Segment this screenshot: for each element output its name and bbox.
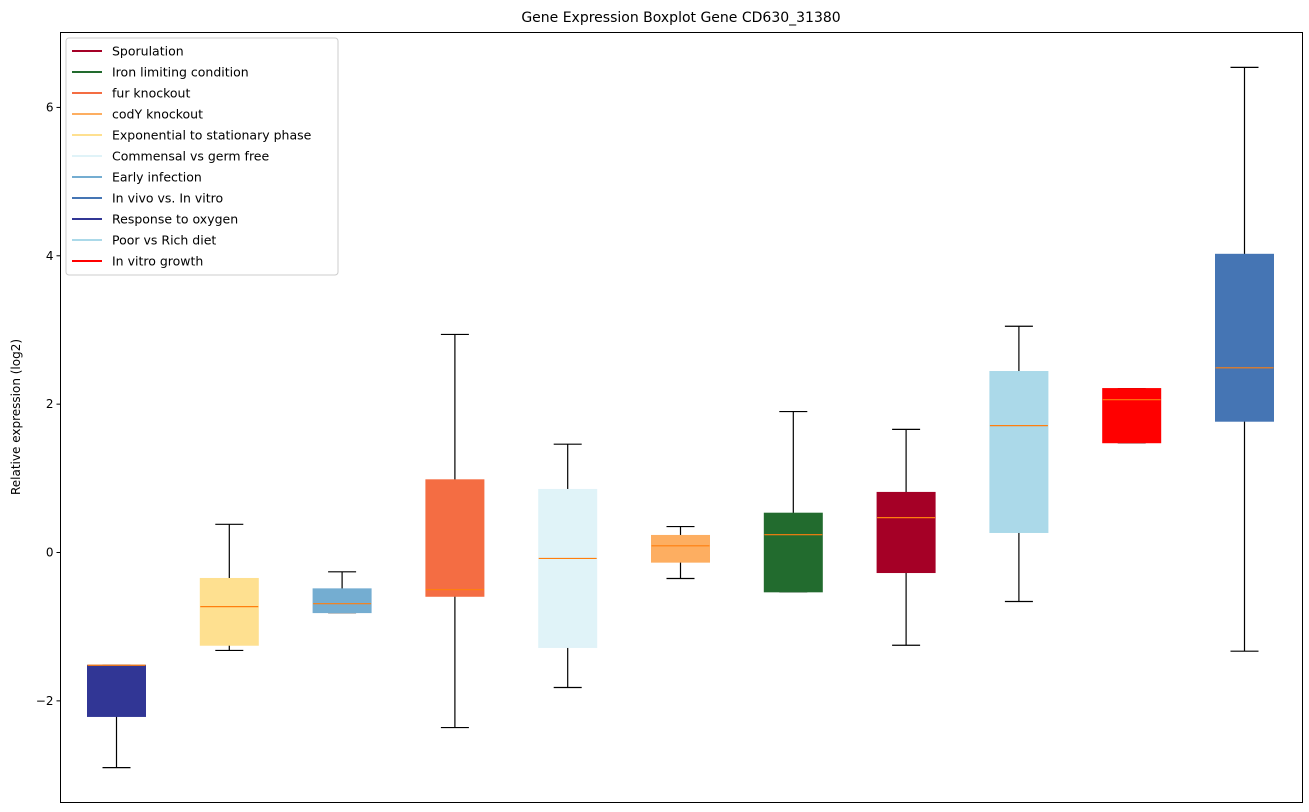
- y-axis-ticks: −2 0 2 4 6: [36, 100, 61, 708]
- box-body: [1102, 388, 1162, 444]
- y-tick-label: 0: [46, 546, 54, 560]
- legend-label: Sporulation: [112, 44, 184, 59]
- box-body: [763, 512, 823, 593]
- legend-label: Iron limiting condition: [112, 65, 249, 80]
- box-iron-limiting-condition: [763, 410, 823, 593]
- box-body: [651, 534, 710, 563]
- box-body: [876, 491, 936, 574]
- y-tick-label: 2: [46, 397, 54, 411]
- legend-label: Early infection: [112, 170, 202, 185]
- box-cody-knockout: [651, 525, 710, 580]
- legend-item: Early infection: [72, 170, 202, 185]
- box-body: [87, 664, 146, 717]
- box-body: [199, 577, 259, 646]
- box-body: [312, 588, 372, 614]
- y-axis-label: Relative expression (log2): [9, 339, 23, 495]
- legend-item: Sporulation: [72, 44, 184, 59]
- box-early-infection: [312, 571, 372, 614]
- box-fur-knockout: [425, 333, 485, 729]
- legend-frame: [65, 37, 339, 276]
- legend-label: fur knockout: [112, 86, 190, 101]
- chart-title: Gene Expression Boxplot Gene CD630_31380: [521, 10, 840, 26]
- box-commensal-vs-germ-free: [538, 443, 598, 689]
- legend: Sporulation Iron limiting condition fur kn…: [65, 37, 339, 276]
- legend-label: In vitro growth: [112, 254, 203, 269]
- legend-label: In vivo vs. In vitro: [112, 191, 223, 206]
- box-exponential-to-stationary-phase: [199, 523, 259, 652]
- box-body: [538, 488, 598, 648]
- legend-label: Response to oxygen: [112, 212, 238, 227]
- legend-item: Poor vs Rich diet: [72, 233, 216, 248]
- box-sporulation: [876, 428, 936, 646]
- box-in-vitro-growth: [1102, 387, 1162, 444]
- y-tick-label: −2: [36, 694, 54, 708]
- legend-label: Exponential to stationary phase: [112, 128, 312, 143]
- legend-item: In vivo vs. In vitro: [72, 191, 223, 206]
- box-poor-vs-rich-diet: [989, 325, 1049, 603]
- box-in-vivo-vs-in-vitro: [1215, 66, 1274, 652]
- legend-item: codY knockout: [72, 107, 203, 122]
- legend-label: codY knockout: [112, 107, 203, 122]
- box-body: [1215, 253, 1274, 422]
- legend-item: fur knockout: [72, 86, 190, 101]
- y-tick-label: 4: [46, 249, 54, 263]
- legend-label: Commensal vs germ free: [112, 149, 269, 164]
- box-body: [425, 479, 485, 597]
- boxes: [87, 66, 1274, 769]
- legend-item: Iron limiting condition: [72, 65, 249, 80]
- box-response-to-oxygen: [87, 664, 146, 769]
- legend-item: Commensal vs germ free: [72, 149, 269, 164]
- legend-item: Exponential to stationary phase: [72, 128, 312, 143]
- plot-frame: [60, 32, 1303, 803]
- y-tick-label: 6: [46, 100, 54, 114]
- legend-label: Poor vs Rich diet: [112, 233, 216, 248]
- box-body: [989, 371, 1049, 533]
- legend-item: In vitro growth: [72, 254, 203, 269]
- legend-item: Response to oxygen: [72, 212, 238, 227]
